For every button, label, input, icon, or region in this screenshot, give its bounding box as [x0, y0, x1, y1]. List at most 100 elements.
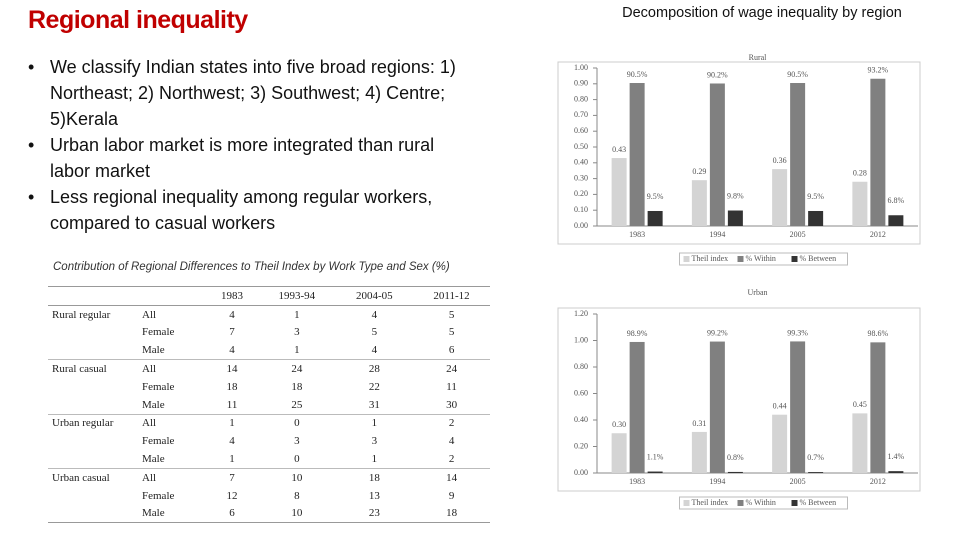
value-label: 0.28 — [853, 169, 867, 178]
cell: 2 — [413, 413, 490, 433]
bar — [852, 413, 868, 473]
column-header: 2004-05 — [335, 286, 414, 306]
table-row: Male 4 1 4 6 — [48, 341, 490, 359]
row-label: All — [138, 359, 206, 378]
cell: 11 — [446, 380, 457, 393]
cell: 3 — [294, 435, 300, 448]
cell: 4 — [371, 344, 378, 357]
header-spacer — [138, 286, 206, 306]
row-label: Male — [142, 398, 165, 411]
y-tick-label: 0.40 — [574, 158, 588, 167]
header-row: 1983 1993-94 2004-05 2011-12 — [48, 286, 490, 306]
y-tick-label: 0.20 — [574, 441, 588, 450]
value-label: 0.30 — [612, 420, 626, 429]
bar — [870, 78, 886, 226]
y-tick-label: 0.50 — [574, 142, 588, 151]
cell: 0 — [258, 413, 336, 433]
row-label: Male — [138, 504, 206, 524]
cell: 4 — [206, 304, 259, 324]
cell: 22 — [368, 380, 380, 393]
cell: 10 — [258, 504, 336, 524]
plot-area — [557, 61, 921, 245]
y-tick-label: 0.60 — [574, 126, 588, 135]
cell: 18 — [226, 380, 238, 393]
legend-label: % Between — [800, 498, 837, 507]
bar — [772, 169, 788, 226]
value-label: 0.31 — [692, 419, 706, 428]
cell: 1 — [335, 413, 414, 433]
table-row: Urban casual All 7 10 18 14 — [48, 467, 490, 487]
value-label: 0.44 — [773, 402, 787, 411]
cell: 18 — [291, 380, 303, 393]
row-label: All — [138, 413, 206, 433]
group-spacer — [48, 378, 138, 396]
row-label: Male — [142, 344, 165, 357]
value-label: 99.2% — [707, 328, 728, 337]
table-row: Male 1 0 1 2 — [48, 450, 490, 468]
value-label: 9.5% — [647, 192, 664, 201]
charts: Rural 0.00 0.10 0.20 0.30 0.40 0.50 0.60 0.70 0.8… — [557, 53, 921, 510]
legend-label: % Between — [800, 254, 837, 263]
y-tick-label: 0.00 — [574, 221, 588, 230]
chart-title: Rural — [749, 53, 768, 62]
table-row: Male 11 25 31 30 — [48, 396, 490, 414]
bar — [727, 210, 743, 226]
y-tick-label: 0.60 — [574, 388, 588, 397]
value-label: 90.5% — [787, 70, 808, 79]
cell: 1 — [206, 413, 259, 433]
bullet: We classify Indian states into five broa… — [26, 54, 466, 132]
table-row: Rural regular All 4 1 4 5 — [48, 304, 490, 324]
group-label: Urban regular — [48, 413, 138, 433]
cell: 6 — [448, 344, 455, 357]
y-tick-label: 0.10 — [574, 205, 588, 214]
x-tick-label: 1983 — [629, 477, 645, 486]
cell: 1 — [258, 304, 336, 324]
plot-area — [557, 307, 921, 492]
row-label: Female — [142, 435, 175, 448]
row-label: Female — [142, 489, 175, 502]
legend-label: % Within — [746, 254, 776, 263]
group-label: Rural regular — [48, 304, 138, 324]
bullet: Less regional inequality among regular w… — [26, 184, 466, 236]
cell: 30 — [446, 398, 458, 411]
value-label: 0.7% — [807, 453, 824, 462]
y-tick-label: 0.70 — [574, 110, 588, 119]
value-label: 90.5% — [627, 70, 648, 79]
group-spacer — [48, 504, 138, 524]
bar — [727, 471, 743, 473]
cell: 1 — [371, 453, 378, 466]
legend-swatch — [791, 256, 798, 262]
cell: 12 — [226, 489, 238, 502]
value-label: 99.3% — [787, 328, 808, 337]
row-label: Female — [142, 326, 175, 339]
cell: 14 — [413, 467, 490, 487]
y-tick-label: 0.40 — [574, 415, 588, 424]
bar — [691, 180, 707, 226]
y-tick-label: 0.30 — [574, 173, 588, 182]
cell: 7 — [206, 467, 259, 487]
y-tick-label: 0.20 — [574, 189, 588, 198]
group-label: Rural casual — [48, 359, 138, 378]
bar — [611, 158, 627, 226]
header-spacer — [48, 286, 138, 306]
cell: 5 — [371, 326, 378, 339]
column-header: 2011-12 — [413, 286, 490, 306]
value-label: 98.6% — [868, 329, 889, 338]
table-row: Female 18 18 22 11 — [48, 378, 490, 396]
value-label: 1.4% — [888, 452, 905, 461]
bullet-list: We classify Indian states into five broa… — [26, 54, 466, 236]
legend-label: % Within — [746, 498, 776, 507]
charts-heading: Decomposition of wage inequality by regi… — [622, 5, 902, 21]
value-label: 6.8% — [888, 196, 905, 205]
value-label: 90.2% — [707, 70, 728, 79]
group-spacer — [48, 396, 138, 414]
cell: 8 — [294, 489, 300, 502]
cell: 18 — [335, 467, 414, 487]
group-spacer — [48, 487, 138, 505]
x-tick-label: 2012 — [870, 477, 886, 486]
x-tick-label: 1983 — [629, 230, 645, 239]
table-row: Urban regular All 1 0 1 2 — [48, 413, 490, 433]
cell: 1 — [229, 453, 235, 466]
cell: 3 — [371, 435, 378, 448]
